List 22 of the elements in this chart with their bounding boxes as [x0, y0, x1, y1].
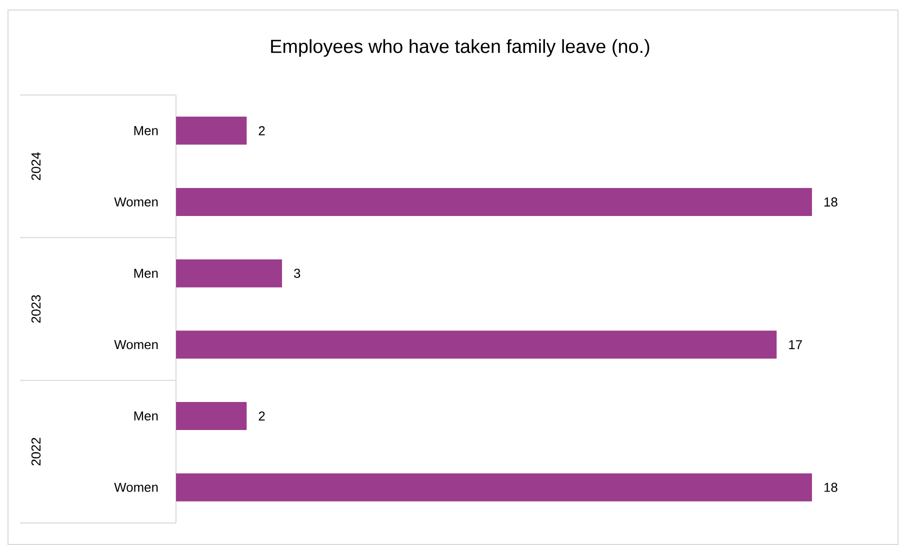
bar — [176, 473, 812, 502]
y-tick-label: Men — [134, 411, 158, 421]
text: 2022 — [31, 438, 41, 466]
y-tick-label: Women — [114, 197, 158, 207]
data-label: 18 — [824, 197, 838, 207]
y-tick-label: Men — [134, 126, 158, 136]
data-label: 17 — [789, 340, 802, 350]
bar — [176, 402, 247, 430]
bar — [176, 116, 247, 145]
data-label: 18 — [824, 482, 838, 492]
bar — [176, 188, 812, 216]
y-tick-label: Men — [134, 268, 158, 278]
text: 2024 — [31, 152, 41, 180]
bar — [176, 259, 282, 288]
text: 2023 — [31, 295, 41, 323]
data-label: 2 — [258, 411, 265, 421]
y-tick-label: Women — [114, 340, 158, 350]
data-label: 3 — [294, 268, 300, 278]
data-label: 2 — [258, 126, 265, 136]
bar — [176, 330, 777, 359]
chart-title: Employees who have taken family leave (no.) — [271, 39, 650, 57]
y-tick-label: Women — [114, 482, 158, 492]
